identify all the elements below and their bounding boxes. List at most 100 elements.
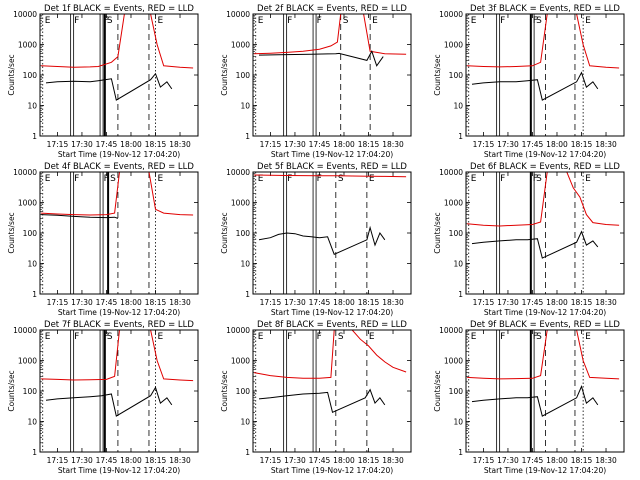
x-tick-label: 17:30 [71,456,93,465]
lld-series-line [41,13,194,69]
x-tick-label: 17:15 [473,456,495,465]
lld-series-line [41,329,194,382]
chart-panel: Det 2f BLACK = Events, RED = LLD 1 10 100 10… [220,4,412,159]
y-tick-label: 1000 [18,357,37,366]
event-marker-label: F [317,16,322,26]
event-marker-label: E [585,174,591,184]
plot-frame [252,329,412,453]
y-tick-label: 1 [458,290,463,299]
events-series-line [258,388,386,413]
events-series-line [258,225,386,255]
lld-series-line [41,171,194,216]
plot-frame [465,329,625,453]
event-marker-label: F [74,174,79,184]
x-tick-label: 18:00 [546,140,568,149]
plot-frame [252,13,412,137]
y-tick-label: 10 [27,418,37,427]
x-tick-label: 17:45 [309,298,331,307]
x-tick-label: 18:15 [145,456,167,465]
event-marker-label: F [74,16,79,26]
x-tick-label: 17:45 [522,298,544,307]
chart-panel: Det 9f BLACK = Events, RED = LLD 1 10 100 10… [433,320,625,475]
event-marker-label: F [287,332,292,342]
events-series-line [471,71,599,101]
y-tick-label: 1 [32,448,37,457]
y-tick-label: 1000 [444,199,463,208]
event-marker-label: F [533,16,538,26]
x-tick-label: 18:30 [169,456,191,465]
y-tick-label: 100 [449,387,464,396]
x-tick-label: 17:45 [309,456,331,465]
y-tick-label: 100 [449,71,464,80]
event-marker-label: E [258,332,264,342]
x-axis-label: Start Time (19-Nov-12 17:04:20) [484,308,606,317]
panel-title: Det 6f BLACK = Events, RED = LLD [470,162,620,172]
event-marker-label: F [104,174,109,184]
event-marker-label: S [107,332,113,342]
lld-series-line [254,329,407,379]
y-tick-label: 10000 [226,326,250,335]
y-tick-label: 1 [458,132,463,141]
x-tick-label: 18:00 [333,456,355,465]
panel-title: Det 5f BLACK = Events, RED = LLD [257,162,407,172]
y-tick-label: 10000 [13,326,37,335]
chart-panel: Det 4f BLACK = Events, RED = LLD 1 10 100 10… [7,162,199,317]
event-marker-label: S [536,174,542,184]
x-tick-label: 17:30 [71,298,93,307]
event-marker-label: E [585,16,591,26]
x-tick-label: 17:15 [260,456,282,465]
event-marker-label: F [500,16,505,26]
y-tick-label: 1000 [231,199,250,208]
event-marker-label: E [45,174,51,184]
x-tick-label: 18:30 [595,298,617,307]
y-axis-label: Counts/sec [7,370,16,411]
y-tick-label: 10 [240,418,250,427]
lld-series-line [254,13,407,55]
x-tick-label: 17:30 [284,298,306,307]
x-tick-label: 18:30 [169,140,191,149]
y-tick-label: 100 [23,229,38,238]
events-series-line [45,386,173,417]
y-axis-label: Counts/sec [433,212,442,253]
event-marker-label: F [533,174,538,184]
event-marker-label: E [158,16,164,26]
y-tick-label: 1 [245,290,250,299]
y-tick-label: 100 [236,387,251,396]
event-marker-label: E [158,174,164,184]
event-marker-label: E [45,16,51,26]
event-marker-label: E [158,332,164,342]
plot-frame [252,171,412,295]
y-axis-label: Counts/sec [220,54,229,95]
panel-title: Det 8f BLACK = Events, RED = LLD [257,320,407,330]
chart-panel: Det 5f BLACK = Events, RED = LLD 1 10 100 10… [220,162,412,317]
event-marker-label: E [372,16,378,26]
y-tick-label: 10 [240,102,250,111]
y-tick-label: 10000 [13,10,37,19]
y-tick-label: 1000 [231,41,250,50]
y-tick-label: 100 [23,71,38,80]
panel-title: Det 4f BLACK = Events, RED = LLD [44,162,194,172]
y-axis-label: Counts/sec [220,212,229,253]
x-tick-label: 18:30 [382,456,404,465]
x-tick-label: 17:30 [497,456,519,465]
x-tick-label: 18:00 [120,456,142,465]
event-marker-label: F [317,174,322,184]
x-tick-label: 18:15 [571,298,593,307]
y-tick-label: 10000 [439,168,463,177]
event-marker-label: F [104,16,109,26]
event-marker-label: E [258,174,264,184]
y-tick-label: 10000 [226,10,250,19]
x-tick-label: 17:15 [47,298,69,307]
y-tick-label: 1 [458,448,463,457]
x-tick-label: 18:15 [571,456,593,465]
x-axis-label: Start Time (19-Nov-12 17:04:20) [484,466,606,475]
plot-frame [465,171,625,295]
event-marker-label: E [471,16,477,26]
y-axis-label: Counts/sec [433,370,442,411]
x-axis-label: Start Time (19-Nov-12 17:04:20) [271,308,393,317]
event-marker-label: S [343,16,349,26]
event-marker-label: E [45,332,51,342]
y-tick-label: 1 [245,448,250,457]
panel-title: Det 9f BLACK = Events, RED = LLD [470,320,620,330]
